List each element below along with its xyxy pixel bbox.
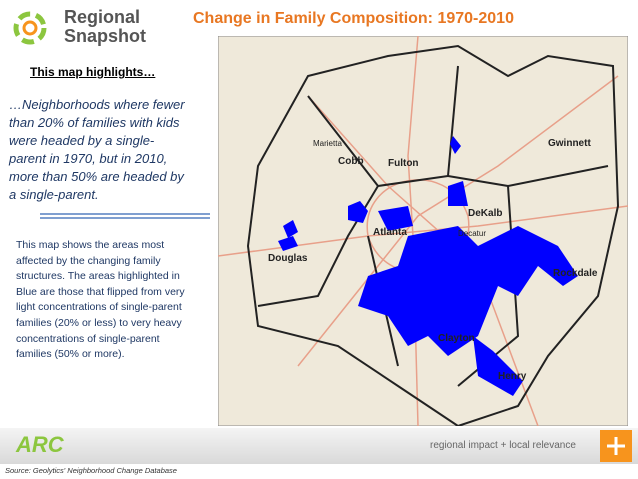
highlight-text: …Neighborhoods where fewer than 20% of f… [9,96,185,204]
logo-text: Regional Snapshot [64,8,146,46]
map-labels: Cobb Fulton Atlanta DeKalb Douglas Gwinn… [268,138,598,382]
text-line: more than 50% are headed by [9,169,184,184]
text-line: light concentrations of single-parent [16,301,182,314]
map-label: Gwinnett [548,138,591,149]
text-line: parent in 1970, but in 2010, [9,151,168,166]
text-line: structures. The areas highlighted in [16,270,180,283]
logo-line: Snapshot [64,26,147,46]
map-label: Henry [498,371,527,382]
plus-icon [600,430,632,462]
logo-line: Regional [64,7,141,27]
text-line: …Neighborhoods where fewer [9,97,185,112]
map-label: Rockdale [553,268,598,279]
map-label: Decatur [458,229,486,238]
source: Source: Geolytics' Neighborhood Change D… [5,466,177,475]
map: Cobb Fulton Atlanta DeKalb Douglas Gwinn… [218,36,628,426]
text-line: families (50% or more). [16,348,125,361]
logo-icon [13,11,47,45]
map-label: Marietta [313,139,342,148]
text-line: This map shows the areas most [16,239,165,251]
text-line: a single-parent. [9,187,99,202]
map-label: Douglas [268,253,308,264]
map-label: Fulton [388,158,419,169]
highlight-heading: This map highlights… [30,65,156,79]
text-line: Blue are those that flipped from very [16,285,185,298]
divider [40,213,210,219]
text-line: were headed by a single- [9,133,155,148]
footer-logo: ARC [16,432,64,457]
text-line: concentrations of single-parent [16,332,160,345]
tagline: regional impact + local relevance [430,440,576,451]
map-label: Cobb [338,156,364,167]
text-line: than 20% of families with kids [9,115,180,130]
map-label: Clayton [438,333,475,344]
text-line: affected by the changing family [16,254,161,267]
map-label: Atlanta [373,227,407,238]
body-text: This map shows the areas most affected b… [16,238,185,363]
footer-band [0,428,638,464]
map-label: DeKalb [468,208,502,219]
text-line: families (20% or less) to very heavy [16,316,182,329]
title: Change in Family Composition: 1970-2010 [193,10,514,27]
highlighted-areas [278,136,578,396]
